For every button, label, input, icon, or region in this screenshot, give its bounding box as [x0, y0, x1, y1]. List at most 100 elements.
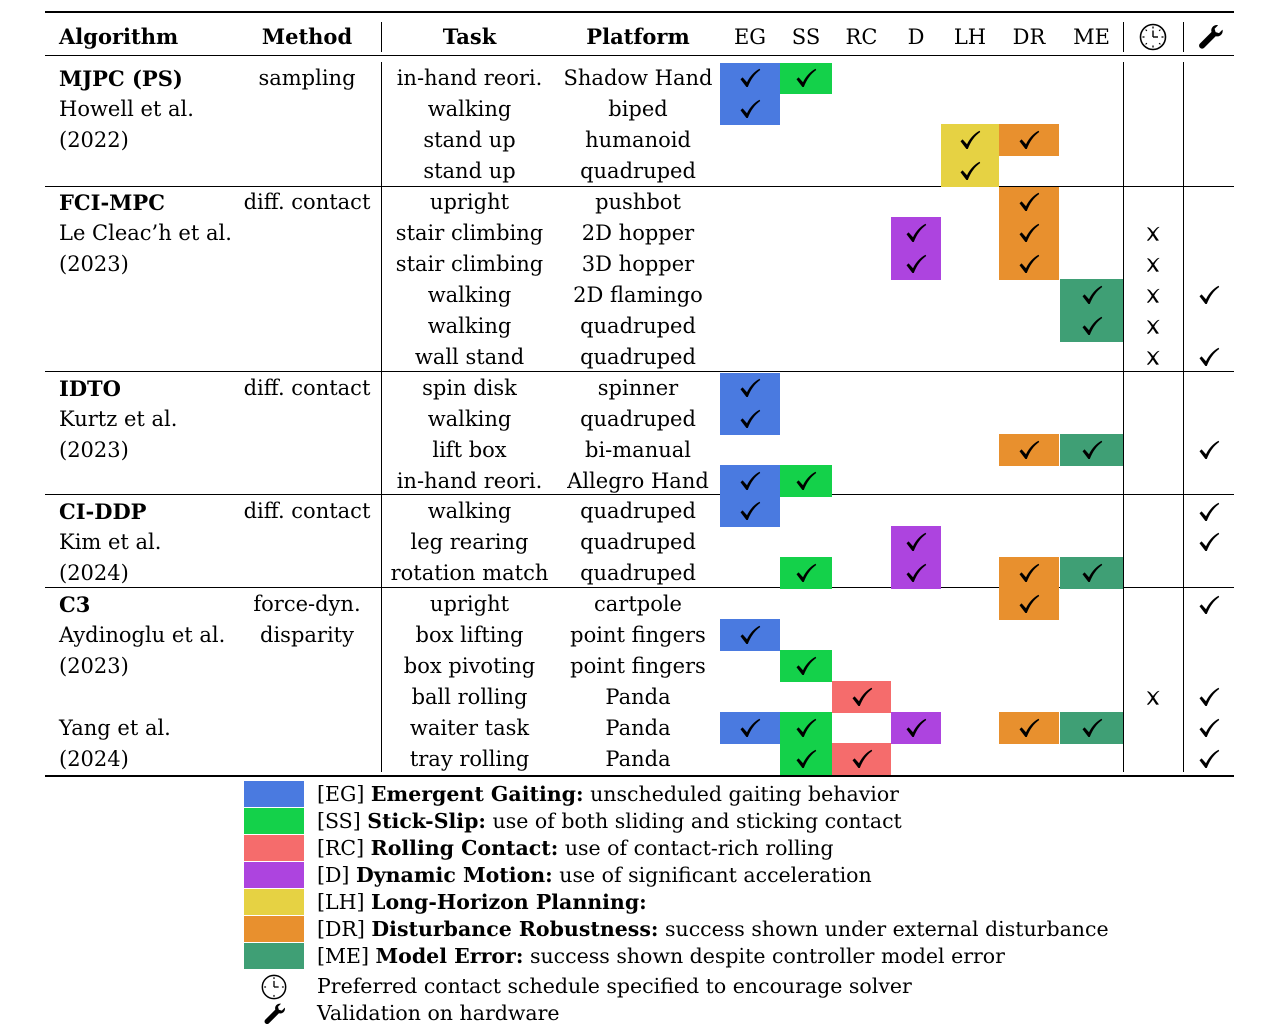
- check-icon: [720, 63, 780, 94]
- platform-cell: 3D hopper: [581, 251, 695, 276]
- task-cell: walking: [427, 313, 512, 338]
- legend-title: Disturbance Robustness:: [371, 917, 659, 941]
- feature-cell-ss: [780, 712, 832, 744]
- algorithm-author: Howell et al.: [59, 96, 194, 121]
- check-icon: [891, 557, 941, 588]
- check-icon: [891, 248, 941, 279]
- legend-item-eg: [EG] Emergent Gaiting: unscheduled gaiti…: [244, 781, 1144, 807]
- feature-cell-eg: [720, 619, 780, 651]
- task-cell: stair climbing: [395, 220, 544, 245]
- divider-clock-wrench-body: [1183, 62, 1184, 772]
- header-rule: [45, 55, 1234, 56]
- check-icon: [780, 712, 832, 743]
- top-rule: [45, 11, 1234, 13]
- platform-cell: biped: [608, 96, 668, 121]
- legend-swatch: [244, 916, 304, 942]
- legend-text: [EG] Emergent Gaiting: unscheduled gaiti…: [317, 781, 899, 807]
- check-icon: [720, 93, 780, 124]
- legend-text: [SS] Stick-Slip: use of both sliding and…: [317, 808, 902, 834]
- clock-icon: [244, 973, 304, 1000]
- task-cell: in-hand reori.: [396, 66, 543, 90]
- wrench-icon: [1196, 22, 1224, 52]
- feature-cell-dr: [999, 588, 1059, 620]
- platform-cell: quadruped: [580, 529, 696, 554]
- legend-item-lh: [LH] Long-Horizon Planning:: [244, 889, 1144, 915]
- check-icon: [941, 124, 999, 155]
- algorithm-year: (2023): [59, 251, 129, 276]
- legend-abbr: [EG]: [317, 782, 365, 806]
- legend-item-rc: [RC] Rolling Contact: use of contact-ric…: [244, 835, 1144, 861]
- legend-abbr: [DR]: [317, 917, 365, 941]
- platform-cell: bi-manual: [585, 437, 691, 462]
- feature-cell-eg: [720, 465, 780, 497]
- platform-cell: pushbot: [595, 190, 681, 214]
- group-rule: [45, 371, 1234, 372]
- legend-abbr: [D]: [317, 863, 350, 887]
- feature-cell-me: [1060, 279, 1123, 311]
- platform-cell: point fingers: [570, 622, 706, 647]
- feature-cell-ss: [780, 557, 832, 589]
- legend-item-d: [D] Dynamic Motion: use of significant a…: [244, 862, 1144, 888]
- check-icon: [1060, 310, 1123, 341]
- platform-cell: spinner: [597, 376, 679, 400]
- feature-cell-lh: [941, 155, 999, 187]
- feature-cell-eg: [720, 93, 780, 125]
- task-cell: stand up: [423, 127, 516, 152]
- feature-cell-me: [1060, 712, 1123, 744]
- legend-abbr: [LH]: [317, 890, 365, 914]
- divider-me-clock: [1123, 22, 1124, 52]
- check-icon: [720, 373, 780, 404]
- check-icon: [941, 155, 999, 186]
- feature-cell-me: [1060, 434, 1123, 466]
- algorithm-name: C3: [59, 592, 91, 617]
- feature-cell-dr: [999, 434, 1059, 466]
- legend-text: [RC] Rolling Contact: use of contact-ric…: [317, 835, 833, 861]
- check-icon: [999, 124, 1059, 155]
- header-col-dr: DR: [1012, 25, 1046, 49]
- check-icon: [780, 743, 832, 774]
- feature-cell-ss: [780, 62, 832, 94]
- algorithm-name: FCI-MPC: [59, 190, 165, 215]
- legend-item-clock-icon: Preferred contact schedule specified to …: [244, 973, 1144, 999]
- check-icon: [720, 403, 780, 434]
- check-icon: [832, 743, 891, 774]
- legend-abbr: [SS]: [317, 809, 361, 833]
- header-col-eg: EG: [733, 25, 767, 49]
- legend-text: Validation on hardware: [317, 1001, 560, 1025]
- legend-item-wrench-icon: Validation on hardware: [244, 1000, 1144, 1026]
- group-rule: [45, 494, 1234, 495]
- check-icon: [780, 465, 832, 496]
- feature-cell-lh: [941, 124, 999, 156]
- task-cell: wall stand: [414, 344, 525, 369]
- legend-title: Emergent Gaiting:: [370, 782, 584, 806]
- task-cell: rotation match: [390, 560, 549, 585]
- divider-me-clock-body: [1123, 62, 1124, 772]
- platform-cell: quadruped: [580, 560, 696, 585]
- platform-cell: Panda: [605, 684, 671, 709]
- feature-cell-eg: [720, 403, 780, 435]
- legend-swatch: [244, 943, 304, 969]
- legend-abbr: [ME]: [317, 944, 369, 968]
- check-icon: [780, 650, 832, 681]
- platform-cell: cartpole: [594, 592, 682, 616]
- check-icon: [1184, 435, 1234, 466]
- feature-cell-rc: [832, 743, 891, 775]
- check-icon: [1184, 744, 1234, 775]
- bottom-rule: [45, 775, 1234, 777]
- task-cell: ball rolling: [411, 684, 528, 709]
- method-label: diff. contact: [243, 190, 371, 214]
- task-cell: walking: [427, 499, 512, 523]
- task-cell: box lifting: [415, 622, 524, 647]
- algorithm-year: (2023): [59, 653, 129, 678]
- task-cell: walking: [427, 282, 512, 307]
- platform-cell: quadruped: [580, 344, 696, 369]
- platform-cell: 2D hopper: [581, 220, 695, 245]
- header-col-me: ME: [1073, 25, 1110, 49]
- platform-cell: Allegro Hand: [567, 468, 709, 493]
- task-cell: leg rearing: [410, 529, 529, 554]
- check-icon: [720, 465, 780, 496]
- check-icon: [1184, 342, 1234, 373]
- check-icon: [999, 217, 1059, 248]
- check-icon: [999, 187, 1059, 218]
- method-label: diff. contact: [243, 499, 371, 523]
